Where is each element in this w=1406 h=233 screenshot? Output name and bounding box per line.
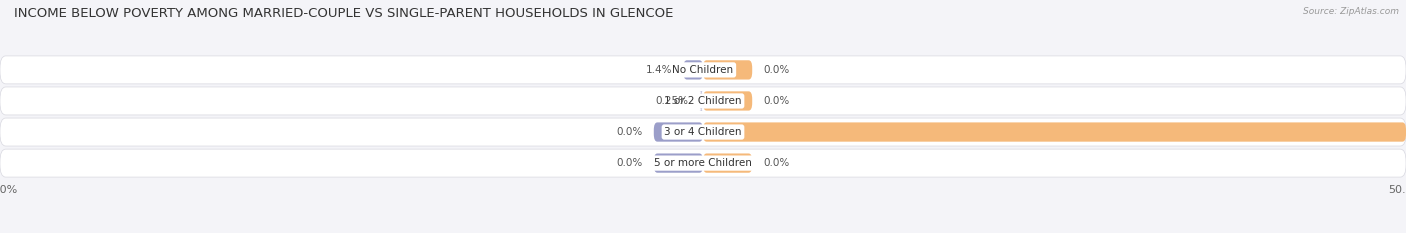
Text: No Children: No Children — [672, 65, 734, 75]
Text: 1.4%: 1.4% — [645, 65, 672, 75]
Text: INCOME BELOW POVERTY AMONG MARRIED-COUPLE VS SINGLE-PARENT HOUSEHOLDS IN GLENCOE: INCOME BELOW POVERTY AMONG MARRIED-COUPL… — [14, 7, 673, 20]
FancyBboxPatch shape — [703, 154, 752, 173]
Text: 0.25%: 0.25% — [655, 96, 689, 106]
Text: 3 or 4 Children: 3 or 4 Children — [664, 127, 742, 137]
Text: 0.0%: 0.0% — [763, 158, 790, 168]
FancyBboxPatch shape — [0, 56, 1406, 84]
Text: 0.0%: 0.0% — [763, 65, 790, 75]
FancyBboxPatch shape — [703, 91, 752, 111]
Text: 0.0%: 0.0% — [616, 127, 643, 137]
FancyBboxPatch shape — [0, 149, 1406, 177]
Text: 5 or more Children: 5 or more Children — [654, 158, 752, 168]
FancyBboxPatch shape — [703, 122, 1406, 142]
FancyBboxPatch shape — [683, 60, 703, 79]
FancyBboxPatch shape — [700, 91, 703, 111]
Text: 1 or 2 Children: 1 or 2 Children — [664, 96, 742, 106]
Text: 0.0%: 0.0% — [616, 158, 643, 168]
Text: Source: ZipAtlas.com: Source: ZipAtlas.com — [1303, 7, 1399, 16]
FancyBboxPatch shape — [703, 60, 752, 79]
FancyBboxPatch shape — [654, 154, 703, 173]
FancyBboxPatch shape — [0, 118, 1406, 146]
FancyBboxPatch shape — [0, 87, 1406, 115]
FancyBboxPatch shape — [654, 122, 703, 142]
Text: 0.0%: 0.0% — [763, 96, 790, 106]
